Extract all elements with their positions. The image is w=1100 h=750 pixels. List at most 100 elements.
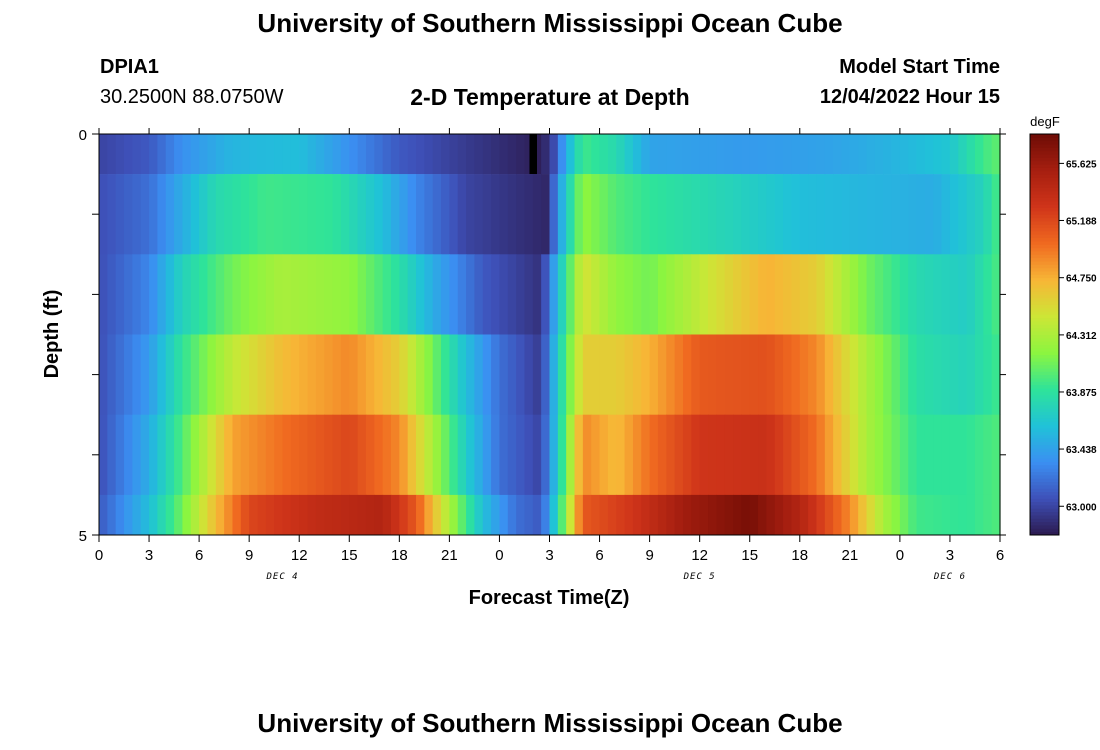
heatmap-cell [174,134,184,175]
colorbar-segment [1030,374,1059,379]
heatmap-cell [541,174,551,255]
heatmap-cell [682,134,692,175]
x-tick-label: 3 [946,547,954,564]
heatmap-cell [240,494,250,536]
colorbar-segment [1030,327,1059,332]
heatmap-cell [132,254,142,335]
heatmap-cell [607,174,617,255]
colorbar-segment [1030,397,1059,402]
heatmap-cell [432,174,442,255]
heatmap-cell [541,334,551,415]
heatmap-cell [365,254,375,335]
model-start-value: 12/04/2022 Hour 15 [819,86,1000,108]
heatmap-cell [941,134,951,175]
colorbar-segment [1030,458,1059,462]
heatmap-cell [708,494,717,536]
heatmap-cell [791,174,801,255]
heatmap-cell [599,414,609,496]
heatmap-cell [174,334,184,415]
colorbar-segment [1030,254,1059,259]
heatmap-cell [941,414,951,496]
heatmap-cell [657,494,667,536]
heatmap-cell [749,134,759,175]
colorbar-segment [1030,341,1059,346]
heatmap-cell [340,174,350,255]
heatmap-cell [299,494,309,536]
colorbar-segment [1030,428,1059,432]
colorbar-segment [1030,337,1059,342]
heatmap-cell [441,334,450,415]
colorbar-segment [1030,160,1059,165]
heatmap-cell [816,414,826,496]
heatmap-cell [582,414,592,496]
heatmap-cell [908,414,918,496]
colorbar-segment [1030,217,1059,222]
heatmap-cell [891,414,901,496]
heatmap-cell [724,254,734,335]
colorbar-segment [1030,384,1059,389]
colorbar-segment [1030,234,1059,239]
heatmap-cell [449,254,459,335]
colorbar-segment [1030,170,1059,175]
heatmap-cell [808,494,818,536]
heatmap-cell [324,174,334,255]
heatmap-cell [766,134,776,175]
heatmap-cell [224,254,234,335]
heatmap-cell [99,174,108,255]
heatmap-cell [708,174,717,255]
heatmap-cell [174,414,184,496]
colorbar-tick-label: 64.750 [1066,274,1097,285]
heatmap-cell [874,134,884,175]
heatmap-cell [824,134,834,175]
heatmap-cell [474,134,484,175]
heatmap-cell [858,254,868,335]
heatmap-cell [833,134,843,175]
heatmap-cell [916,134,926,175]
heatmap-cell [374,134,384,175]
heatmap-cell [249,414,259,496]
heatmap-cell [399,174,409,255]
heatmap-cell [124,494,133,536]
heatmap-cell [774,174,784,255]
colorbar-segment [1030,361,1059,366]
heatmap-cell [774,494,784,536]
heatmap-cell [507,134,517,175]
heatmap-cell [340,134,350,175]
heatmap-cell [708,134,717,175]
colorbar-segment [1030,357,1059,362]
colorbar-segment [1030,387,1059,392]
heatmap-cell [841,254,851,335]
heatmap-cell [808,254,818,335]
heatmap-cell [599,254,609,335]
heatmap-cell [240,174,250,255]
heatmap-cell [924,334,934,415]
heatmap-cell [699,334,709,415]
heatmap-cell [232,254,242,335]
heatmap-cell [816,494,826,536]
heatmap-cell [482,414,492,496]
heatmap-cell [190,174,200,255]
heatmap-cell [499,414,509,496]
heatmap-cell [824,334,834,415]
heatmap-cell [741,414,751,496]
heatmap-cell [616,494,626,536]
heatmap-cell [766,174,776,255]
heatmap-cell [207,134,217,175]
heatmap-cell [499,134,509,175]
colorbar-segment [1030,451,1059,456]
heatmap-cell [674,134,684,175]
heatmap-cell [974,254,984,335]
heatmap-cell [557,174,567,255]
heatmap-cell [257,174,267,255]
heatmap-cell [657,254,667,335]
heatmap-cell [991,334,1001,415]
heatmap-cell [299,174,309,255]
heatmap-cell [666,414,676,496]
heatmap-cell [449,334,459,415]
heatmap-cell [149,334,158,415]
heatmap-cell [516,334,526,415]
heatmap-cell [224,334,234,415]
heatmap-cell [657,134,667,175]
colorbar-segment [1030,504,1059,509]
heatmap-cell [841,134,851,175]
